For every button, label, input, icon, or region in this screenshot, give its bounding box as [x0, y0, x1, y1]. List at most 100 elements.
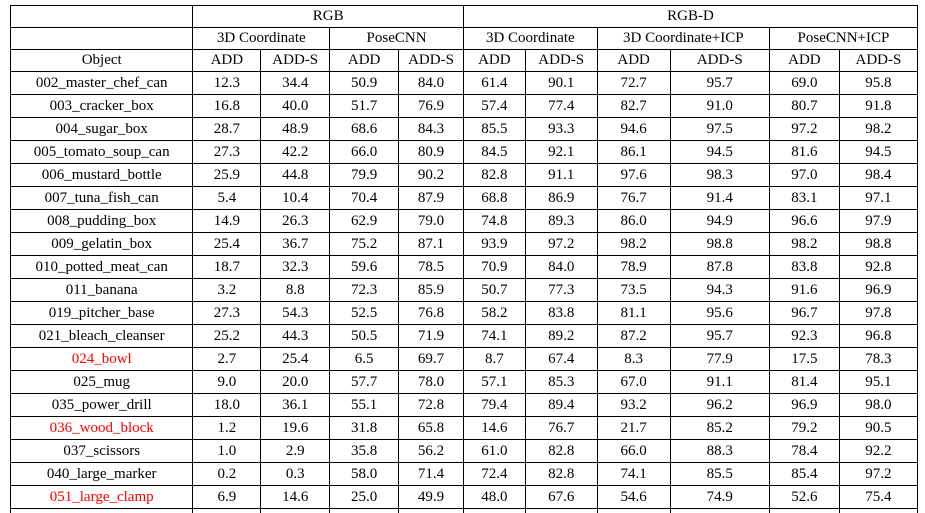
- metric-header-add: ADD: [462, 49, 526, 72]
- value-cell: 49.0: [524, 508, 598, 513]
- object-name: 004_sugar_box: [9, 117, 194, 141]
- value-cell: 85.2: [669, 416, 770, 440]
- table-row: 037_scissors 1.0 2.9 35.8 56.2 61.0 82.8 66.0 88…: [9, 439, 919, 463]
- value-cell: 85.5: [462, 117, 526, 141]
- value-cell: 97.6: [596, 163, 671, 187]
- table-row: 003_cracker_box 16.8 40.0 51.7 76.9 57.4 77.4 8…: [9, 94, 919, 118]
- value-cell: 49.9: [398, 485, 464, 509]
- value-cell: 78.9: [596, 255, 671, 279]
- value-cell: 27.3: [192, 301, 262, 325]
- value-cell: 73.5: [596, 278, 671, 302]
- object-name: 051_large_clamp: [9, 485, 194, 509]
- value-cell: 54.6: [596, 485, 671, 509]
- value-cell: 26.3: [260, 209, 331, 233]
- value-cell: 78.0: [398, 370, 464, 394]
- table-body: 002_master_chef_can 12.3 34.4 50.9 84.0 61.4 9…: [9, 71, 919, 513]
- metric-header-add-s: ADD-S: [398, 49, 464, 72]
- results-table: RGB RGB-D 3D Coordinate PoseCNN 3D Coord…: [9, 5, 919, 513]
- value-cell: 81.1: [596, 301, 671, 325]
- value-cell: 92.8: [838, 255, 919, 279]
- value-cell: 91.0: [669, 94, 770, 118]
- value-cell: 87.8: [669, 255, 770, 279]
- value-cell: 48.0: [462, 485, 526, 509]
- value-cell: 79.0: [398, 209, 464, 233]
- value-cell: 92.3: [768, 324, 840, 348]
- value-cell: 95.8: [838, 71, 919, 95]
- value-cell: 97.5: [669, 117, 770, 141]
- value-cell: 65.3: [838, 508, 919, 513]
- value-cell: 89.3: [524, 209, 598, 233]
- value-cell: 74.1: [596, 462, 671, 486]
- metric-header-add: ADD: [596, 49, 671, 72]
- value-cell: 66.0: [329, 140, 400, 164]
- value-cell: 25.0: [329, 485, 400, 509]
- value-cell: 36.1: [260, 393, 331, 417]
- value-cell: 68.6: [329, 117, 400, 141]
- value-cell: 14.6: [462, 416, 526, 440]
- value-cell: 16.8: [192, 94, 262, 118]
- table-row: 035_power_drill 18.0 36.1 55.1 72.8 79.4 89.4 9…: [9, 393, 919, 417]
- table-row: 004_sugar_box 28.7 48.9 68.6 84.3 85.5 93.3 94.…: [9, 117, 919, 141]
- value-cell: 95.6: [669, 301, 770, 325]
- value-cell: 84.3: [398, 117, 464, 141]
- value-cell: 72.4: [462, 462, 526, 486]
- section-header-rgbd: RGB-D: [462, 5, 919, 28]
- value-cell: 67.0: [596, 370, 671, 394]
- object-name: 005_tomato_soup_can: [9, 140, 194, 164]
- group-header-posecnn-icp: PoseCNN+ICP: [768, 27, 919, 50]
- value-cell: 96.8: [838, 324, 919, 348]
- value-cell: 75.4: [838, 485, 919, 509]
- value-cell: 87.1: [398, 232, 464, 256]
- value-cell: 70.9: [462, 255, 526, 279]
- object-name: 008_pudding_box: [9, 209, 194, 233]
- value-cell: 17.5: [768, 347, 840, 371]
- value-cell: 84.0: [398, 71, 464, 95]
- value-cell: 94.6: [596, 117, 671, 141]
- value-cell: 83.8: [524, 301, 598, 325]
- value-cell: 94.5: [838, 140, 919, 164]
- value-cell: 0.3: [260, 462, 331, 486]
- value-cell: 82.8: [462, 163, 526, 187]
- value-cell: 91.1: [669, 370, 770, 394]
- value-cell: 98.8: [669, 232, 770, 256]
- value-cell: 55.1: [329, 393, 400, 417]
- value-cell: 96.6: [768, 209, 840, 233]
- value-cell: 80.7: [768, 94, 840, 118]
- value-cell: 56.4: [669, 508, 770, 513]
- metric-header-add-s: ADD-S: [260, 49, 331, 72]
- value-cell: 47.0: [398, 508, 464, 513]
- value-cell: 35.8: [329, 439, 400, 463]
- group-header-3d-coordinate-icp: 3D Coordinate+ICP: [596, 27, 770, 50]
- value-cell: 31.8: [329, 416, 400, 440]
- value-cell: 94.5: [669, 140, 770, 164]
- table-row: 052_extra_large_clamp2.714.015.847.022.1…: [9, 508, 919, 513]
- value-cell: 62.9: [329, 209, 400, 233]
- table-row: 025_mug 9.0 20.0 57.7 78.0 57.1 85.3 67.0 91.1 81…: [9, 370, 919, 394]
- value-cell: 86.9: [524, 186, 598, 210]
- value-cell: 85.5: [669, 462, 770, 486]
- value-cell: 85.4: [768, 462, 840, 486]
- value-cell: 85.3: [524, 370, 598, 394]
- value-cell: 25.2: [192, 324, 262, 348]
- table-row: 008_pudding_box 14.9 26.3 62.9 79.0 74.8 89.3 8…: [9, 209, 919, 233]
- value-cell: 90.1: [524, 71, 598, 95]
- value-cell: 71.9: [398, 324, 464, 348]
- value-cell: 81.4: [768, 370, 840, 394]
- value-cell: 79.2: [768, 416, 840, 440]
- object-name: 035_power_drill: [9, 393, 194, 417]
- value-cell: 95.7: [669, 324, 770, 348]
- table-row: 036_wood_block 1.2 19.6 31.8 65.8 14.6 76.7 21.…: [9, 416, 919, 440]
- value-cell: 6.9: [192, 485, 262, 509]
- object-name: 019_pitcher_base: [9, 301, 194, 325]
- value-cell: 70.4: [329, 186, 400, 210]
- value-cell: 10.4: [260, 186, 331, 210]
- value-cell: 56.2: [398, 439, 464, 463]
- object-name: 003_cracker_box: [9, 94, 194, 118]
- value-cell: 77.4: [524, 94, 598, 118]
- value-cell: 8.7: [462, 347, 526, 371]
- table-header: RGB RGB-D 3D Coordinate PoseCNN 3D Coord…: [9, 5, 919, 72]
- value-cell: 86.1: [596, 140, 671, 164]
- object-name: 011_banana: [9, 278, 194, 302]
- value-cell: 97.8: [838, 301, 919, 325]
- value-cell: 27.3: [192, 140, 262, 164]
